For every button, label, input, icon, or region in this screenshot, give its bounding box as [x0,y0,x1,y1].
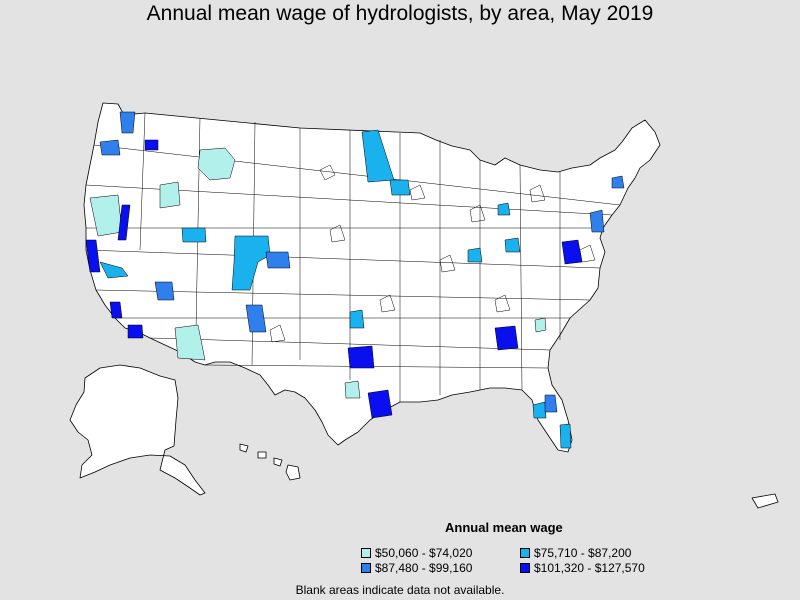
legend-swatch [520,563,530,573]
area-low-texas [344,380,361,399]
area-mid-kentucky [504,237,521,253]
area-top-california-southeast [127,324,144,339]
area-mid-colorado [231,235,271,291]
area-mid-florida-north [532,401,547,419]
area-low-montana [197,147,236,181]
area-high-new-mexico [245,304,267,333]
legend-swatch [520,548,530,558]
area-mid-oklahoma [349,309,365,329]
area-high-washington [119,111,136,134]
legend-title: Annual mean wage [445,520,563,535]
area-top-idaho-north [144,139,159,151]
legend-swatch [361,548,371,558]
area-high-new-england [611,175,625,189]
area-top-virginia-dc [561,239,583,265]
map-note: Blank areas indicate data not available. [295,583,505,597]
legend-item: $75,710 - $87,200 [520,546,631,560]
hawaii-outline [239,443,301,481]
map-title: Annual mean wage of hydrologists, by are… [146,2,654,25]
area-high-oregon [99,139,121,156]
area-top-california-bay [85,239,101,273]
area-top-georgia [494,325,519,351]
area-high-nebraska [265,251,291,269]
area-top-texas-houston [367,389,393,419]
area-mid-missouri [467,247,483,263]
alaska-outline [69,364,206,496]
area-top-nevada-west [117,204,131,241]
area-low-arizona [174,324,206,361]
area-low-idaho [159,181,181,209]
legend-label: $101,320 - $127,570 [534,561,645,575]
area-top-california-south [109,301,123,319]
puerto-rico-outline [751,493,779,509]
area-mid-michigan [497,202,511,216]
area-low-georgia [534,317,547,333]
area-mid-florida-south [559,423,572,449]
legend-item: $50,060 - $74,020 [361,546,472,560]
area-mid-utah [181,227,207,243]
legend-swatch [361,563,371,573]
area-mid-minnesota [389,179,411,196]
area-high-florida [544,394,558,413]
area-top-texas-north [347,345,375,369]
legend-label: $50,060 - $74,020 [375,546,473,560]
area-high-pennsylvania [589,209,605,233]
area-mid-california-central [99,261,129,279]
legend-label: $87,480 - $99,160 [375,561,473,575]
legend-label: $75,710 - $87,200 [534,546,632,560]
contiguous-us-outline [83,102,661,453]
area-high-arizona-north [154,281,175,301]
legend-item: $101,320 - $127,570 [520,561,645,575]
legend-item: $87,480 - $99,160 [361,561,472,575]
